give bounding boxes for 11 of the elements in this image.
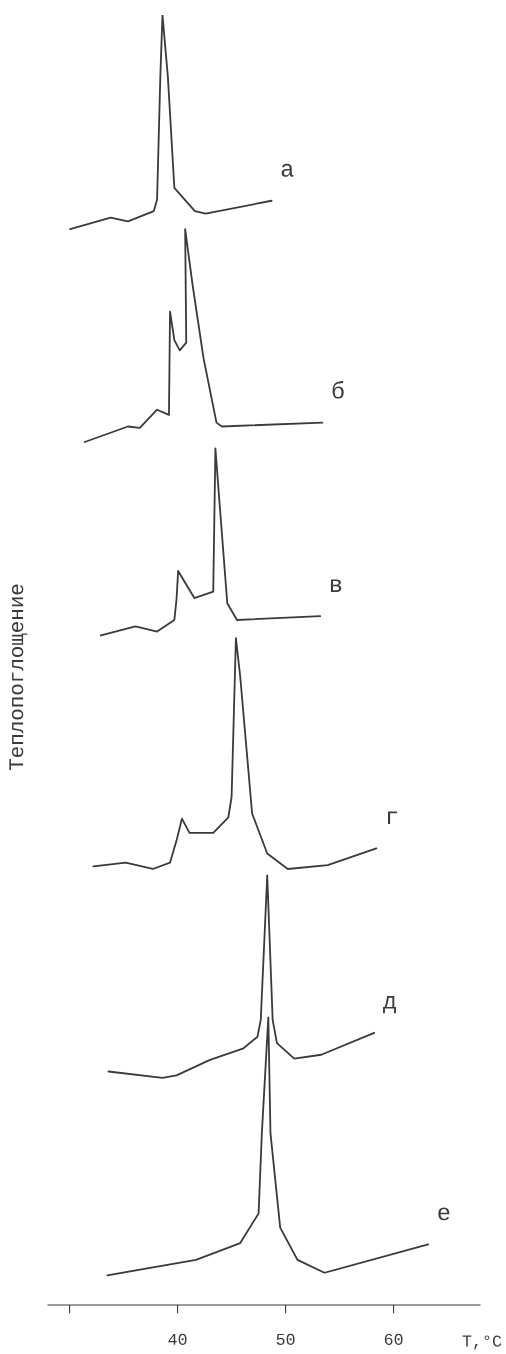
x-axis-title: T,°C: [462, 1335, 502, 1350]
x-tick-label: 60: [384, 1333, 403, 1346]
series-label: в: [330, 579, 342, 592]
series-label: а: [281, 163, 294, 177]
series-label: д: [383, 996, 396, 1014]
x-tick-label: 50: [276, 1333, 295, 1346]
series-label: е: [438, 1207, 450, 1221]
x-tick-label: 40: [168, 1333, 187, 1346]
y-axis-title: Теплопоглощение: [9, 584, 28, 770]
series-label: г: [388, 811, 398, 825]
series-label: б: [332, 381, 344, 399]
